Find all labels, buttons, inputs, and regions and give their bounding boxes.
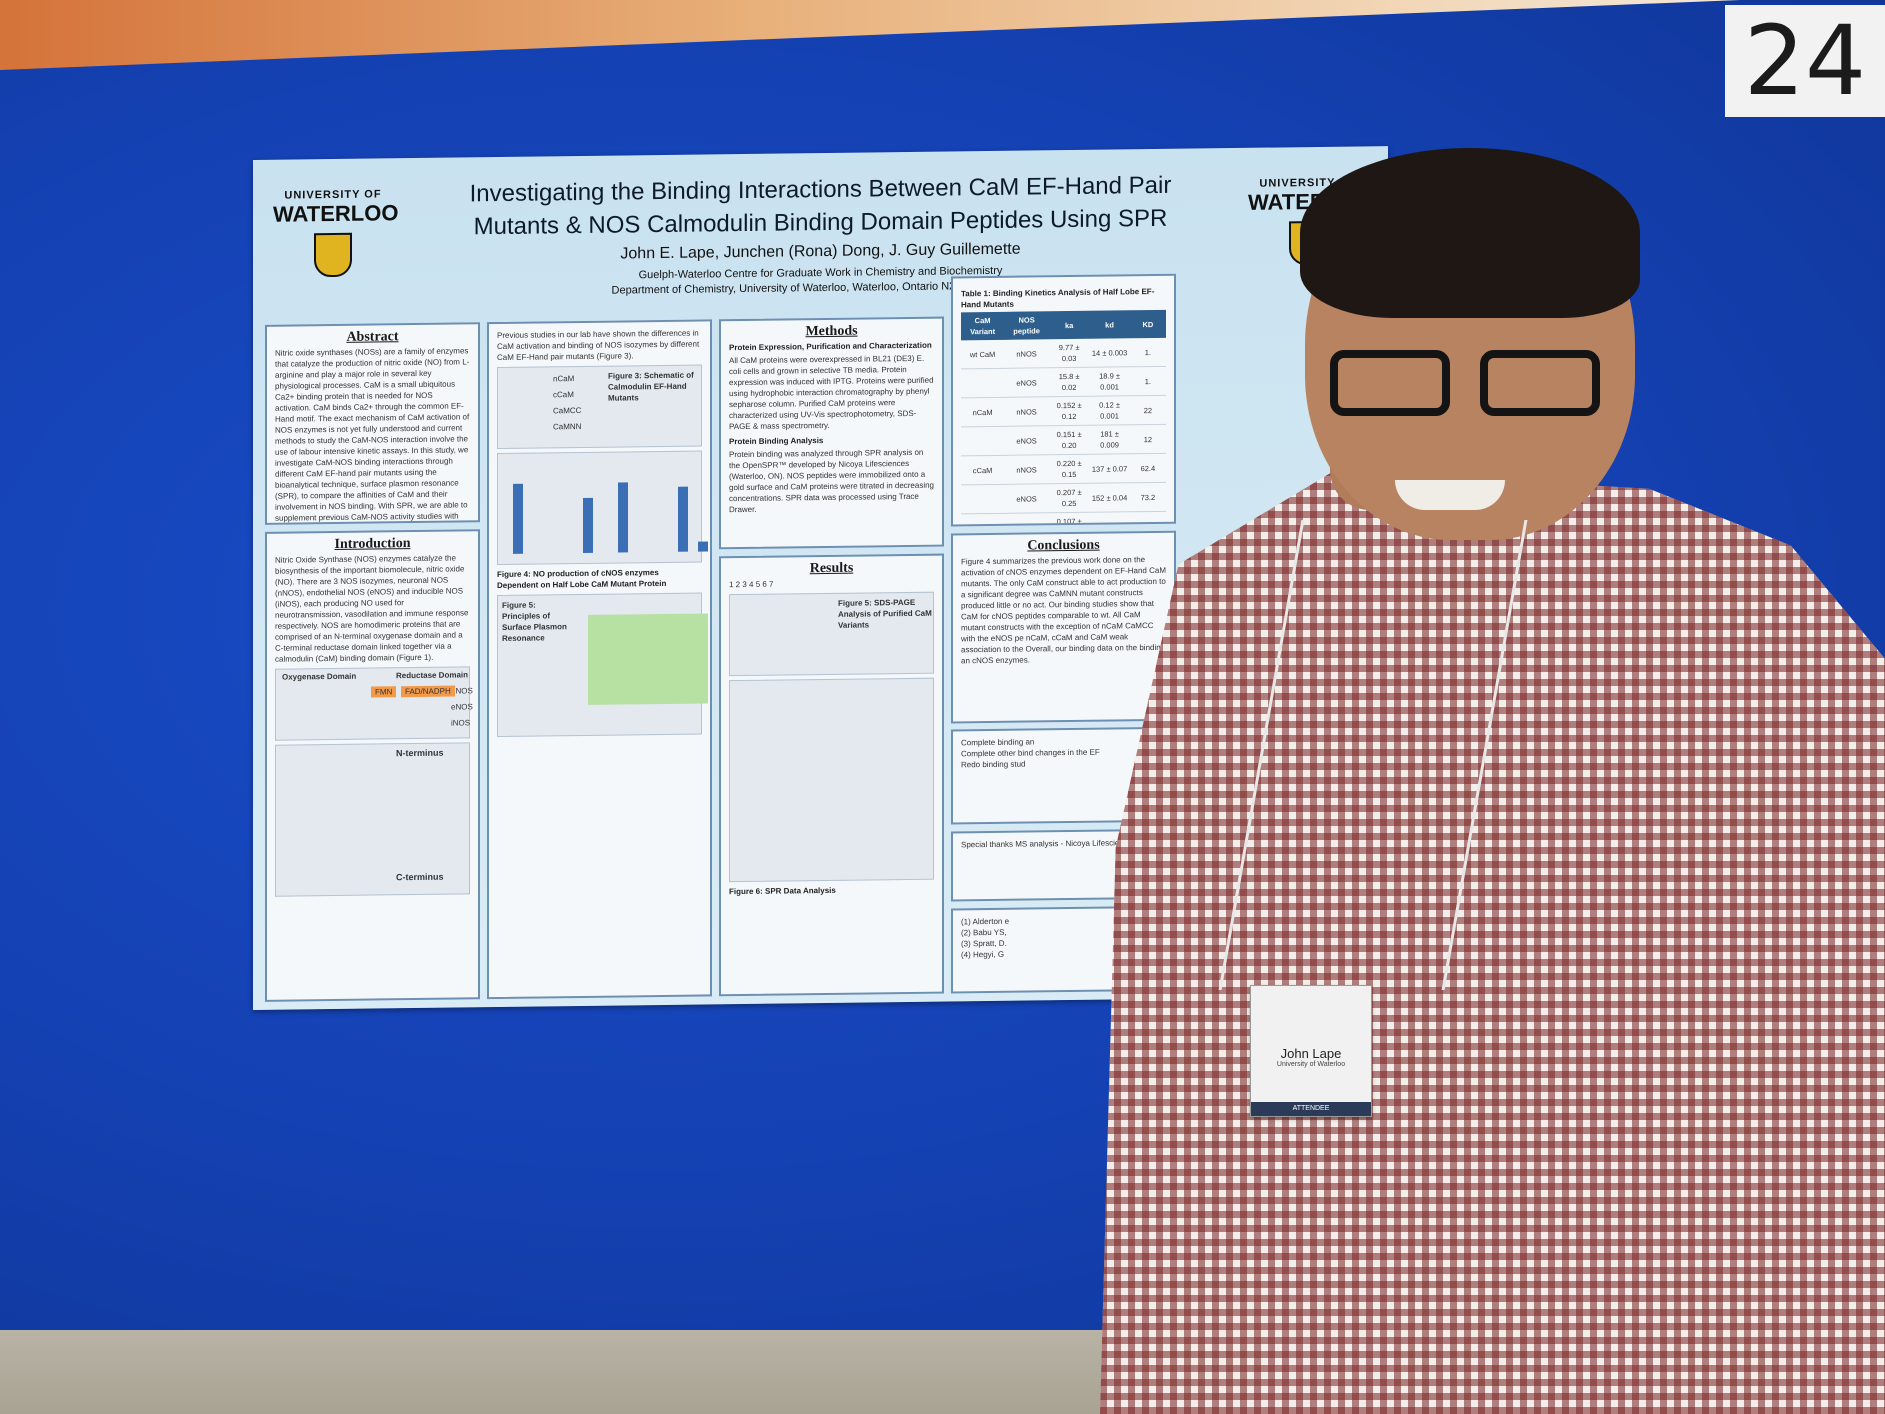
crest-icon <box>314 232 352 278</box>
table-row: CaMNNnNOS0.107 ± 0.01191 ± 0.202.07 <box>961 511 1166 527</box>
poster-header: UNIVERSITY OF WATERLOO Investigating the… <box>253 146 1388 315</box>
table-row: eNOS 15.8 ± 0.02 18.9 ± 0.001 1. <box>961 366 1166 398</box>
results-panel: Results 1 2 3 4 5 6 7 Figure 5: SDS-PAGE… <box>719 553 944 997</box>
figure-4-bar-chart <box>497 450 708 566</box>
table-cell <box>961 484 1005 514</box>
table-cell: 1. <box>1129 366 1166 396</box>
table-cell: wt CaM <box>961 339 1005 369</box>
background-panel: Previous studies in our lab have shown t… <box>487 319 712 1000</box>
table-cell: nCaM <box>961 397 1005 427</box>
table-cell: 0.107 ± 0.01 <box>1048 512 1090 527</box>
table-cell: 0.152 ± 0.12 <box>1048 396 1090 426</box>
table-cell: eNOS <box>1004 367 1049 398</box>
name-badge: John Lape University of Waterloo ATTENDE… <box>1250 985 1372 1117</box>
table-cell: nNOS <box>1004 339 1049 369</box>
checkered-shirt <box>1100 470 1885 1414</box>
sds-page-gel: Figure 5: SDS-PAGE Analysis of Purified … <box>729 591 934 677</box>
table-cell: 0.220 ± 0.15 <box>1048 454 1090 484</box>
table-cell: nNOS <box>1004 454 1049 485</box>
table-cell: 181 ± 0.009 <box>1089 424 1130 455</box>
table-cell: 1. <box>1129 337 1166 367</box>
table-cell: nNOS <box>1004 396 1049 427</box>
kinetics-table-panel: Table 1: Binding Kinetics Analysis of Ha… <box>951 273 1176 527</box>
kinetics-table: CaM Variant NOS peptide ka kd KD wt CaM nNO… <box>961 309 1166 527</box>
table-row: eNOS 0.151 ± 0.20 181 ± 0.009 12 <box>961 424 1166 456</box>
figure-2-cam-structure: N-terminus C-terminus <box>275 742 470 897</box>
table-cell: cCaM <box>961 455 1005 485</box>
spr-sensorgrams <box>729 677 934 883</box>
table-cell <box>961 368 1005 398</box>
conclusions-panel: Conclusions Figure 4 summarizes the prev… <box>951 530 1176 724</box>
table-cell: 137 ± 0.07 <box>1089 453 1130 484</box>
table-cell: 0.207 ± 0.25 <box>1048 483 1090 513</box>
table-cell: 62.4 <box>1129 453 1166 483</box>
abstract-panel: Abstract Nitric oxide synthases (NOSs) a… <box>265 322 480 525</box>
methods-panel: Methods Protein Expression, Purification… <box>719 316 944 550</box>
table-cell: eNOS <box>1004 483 1049 514</box>
table-row: eNOS 0.207 ± 0.25 152 ± 0.04 73.2 <box>961 482 1166 514</box>
table-cell <box>961 426 1005 456</box>
figure-5-spr-diagram: Figure 5: Principles of Surface Plasmon … <box>497 592 708 738</box>
table-cell: 18.9 ± 0.001 <box>1089 366 1130 397</box>
table-row: cCaM nNOS 0.220 ± 0.15 137 ± 0.07 62.4 <box>961 453 1166 485</box>
table-row: wt CaM nNOS 9.77 ± 0.03 14 ± 0.003 1. <box>961 337 1166 369</box>
glasses-icon <box>1330 350 1610 422</box>
table-cell: 2.07 <box>1129 511 1166 527</box>
table-cell: 9.77 ± 0.03 <box>1048 338 1090 368</box>
table-cell: 0.151 ± 0.20 <box>1048 425 1090 455</box>
logo-left: UNIVERSITY OF WATERLOO <box>273 188 398 278</box>
table-cell: 191 ± 0.20 <box>1089 511 1130 527</box>
table-cell: nNOS <box>1004 512 1049 527</box>
table-cell: 152 ± 0.04 <box>1089 482 1130 513</box>
table-cell: 12 <box>1129 424 1166 454</box>
introduction-panel: Introduction Nitric Oxide Synthase (NOS)… <box>265 529 480 1002</box>
table-cell: CaMNN <box>961 513 1005 527</box>
table-row: nCaM nNOS 0.152 ± 0.12 0.12 ± 0.001 22 <box>961 395 1166 427</box>
table-cell: eNOS <box>1004 425 1049 456</box>
figure-1-domains: Oxygenase Domain Reductase Domain nNOS e… <box>275 666 473 741</box>
table-cell: 22 <box>1129 395 1166 425</box>
booth-number-card: 24 <box>1725 5 1885 117</box>
person-smile <box>1395 480 1505 510</box>
person-hair <box>1300 148 1640 318</box>
table-cell: 73.2 <box>1129 482 1166 512</box>
table-cell: 0.12 ± 0.001 <box>1089 395 1130 426</box>
figure-3-schematic: nCaM cCaM CaMCC CaMNN Figure 3: Schematic … <box>497 364 702 450</box>
poster-title: Investigating the Binding Interactions B… <box>469 171 1172 241</box>
table-cell: 14 ± 0.003 <box>1089 338 1130 368</box>
table-cell: 15.8 ± 0.02 <box>1048 367 1090 397</box>
